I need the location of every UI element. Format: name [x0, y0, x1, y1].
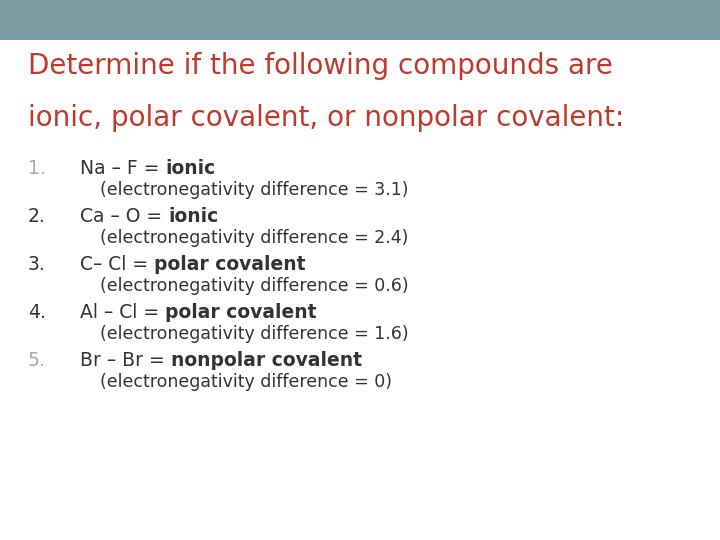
Text: 3.: 3.: [28, 255, 46, 274]
Text: polar covalent: polar covalent: [165, 303, 317, 322]
Text: 2.: 2.: [28, 207, 46, 226]
Text: 5.: 5.: [28, 351, 46, 370]
Text: 4.: 4.: [28, 303, 46, 322]
Text: polar covalent: polar covalent: [154, 255, 305, 274]
Text: Ca – O =: Ca – O =: [80, 207, 168, 226]
Text: ionic: ionic: [166, 159, 216, 178]
Text: 1.: 1.: [28, 159, 46, 178]
Bar: [0, 0, 720, 40]
Text: (electronegativity difference = 1.6): (electronegativity difference = 1.6): [100, 325, 409, 343]
Text: (electronegativity difference = 3.1): (electronegativity difference = 3.1): [100, 181, 408, 199]
Text: ionic, polar covalent, or nonpolar covalent:: ionic, polar covalent, or nonpolar coval…: [28, 104, 624, 132]
Text: ionic: ionic: [168, 207, 218, 226]
Text: Na – F =: Na – F =: [80, 159, 166, 178]
Text: C– Cl =: C– Cl =: [80, 255, 154, 274]
Text: (electronegativity difference = 0.6): (electronegativity difference = 0.6): [100, 277, 409, 295]
Text: Br – Br =: Br – Br =: [80, 351, 171, 370]
Text: Al – Cl =: Al – Cl =: [80, 303, 165, 322]
Text: nonpolar covalent: nonpolar covalent: [171, 351, 361, 370]
Text: Determine if the following compounds are: Determine if the following compounds are: [28, 52, 613, 80]
Text: (electronegativity difference = 0): (electronegativity difference = 0): [100, 373, 392, 391]
Text: (electronegativity difference = 2.4): (electronegativity difference = 2.4): [100, 229, 408, 247]
